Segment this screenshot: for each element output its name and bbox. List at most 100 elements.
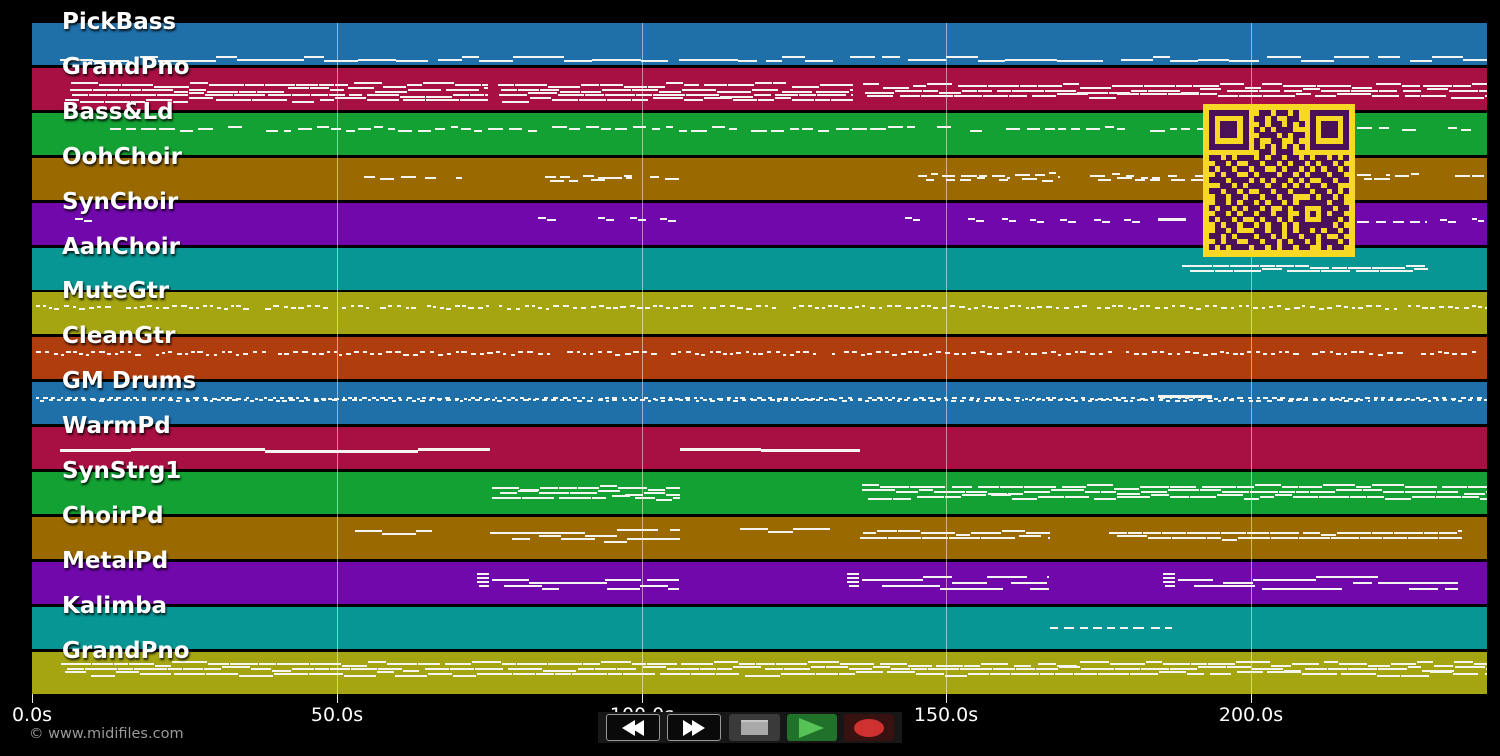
fast-forward-button[interactable]: [667, 714, 722, 741]
note-segment: [474, 129, 482, 132]
note-segment: [617, 487, 647, 489]
note-segment: [517, 490, 539, 492]
note-segment: [1289, 398, 1295, 401]
note-segment: [604, 93, 636, 96]
note-segment: [1479, 498, 1487, 500]
note-segment: [366, 93, 399, 96]
note-segment: [860, 536, 888, 539]
note-segment: [1037, 306, 1043, 309]
note-segment: [974, 587, 1003, 590]
note-segment: [1390, 397, 1393, 400]
qr-module: [1237, 194, 1243, 200]
note-segment: [834, 305, 838, 308]
qr-module: [1281, 160, 1288, 167]
note-segment: [358, 127, 372, 130]
qr-module: [1253, 216, 1260, 223]
note-segment: [1233, 269, 1261, 272]
play-button[interactable]: [786, 714, 837, 741]
note-segment: [491, 399, 495, 402]
note-segment: [1405, 398, 1411, 401]
note-segment: [245, 397, 250, 400]
qr-module: [1304, 244, 1311, 251]
note-segment: [989, 672, 1010, 675]
note-segment: [967, 308, 972, 311]
note-segment: [524, 305, 529, 308]
note-segment: [639, 528, 658, 531]
note-segment: [1143, 399, 1148, 402]
qr-module: [1231, 188, 1238, 195]
note-segment: [141, 397, 147, 400]
qr-module: [1214, 160, 1221, 167]
note-segment: [953, 94, 982, 97]
note-segment: [1225, 352, 1229, 355]
note-segment: [421, 397, 426, 400]
note-segment: [332, 399, 338, 402]
note-segment: [130, 100, 146, 103]
note-segment: [772, 307, 776, 310]
note-segment: [652, 398, 656, 401]
note-segment: [318, 353, 324, 356]
note-segment: [678, 59, 713, 61]
note-segment: [1209, 672, 1232, 675]
note-segment: [172, 660, 208, 663]
stop-button[interactable]: [728, 714, 780, 741]
note-segment: [643, 397, 649, 400]
note-segment: [1223, 397, 1228, 400]
note-segment: [1461, 496, 1479, 498]
qr-module: [1337, 210, 1344, 217]
note-segment: [259, 662, 276, 665]
qr-module: [1332, 143, 1339, 150]
note-segment: [272, 397, 276, 400]
note-segment: [928, 397, 933, 400]
note-segment: [287, 86, 309, 89]
note-segment: [1402, 128, 1416, 131]
qr-module: [1237, 177, 1243, 184]
note-segment: [1351, 351, 1357, 354]
note-segment: [1032, 94, 1057, 97]
note-segment: [1299, 536, 1330, 539]
note-segment: [1159, 670, 1187, 673]
note-segment: [146, 98, 172, 101]
note-segment: [1372, 266, 1405, 269]
qr-module: [1220, 194, 1227, 200]
note-segment: [1198, 59, 1229, 61]
note-segment: [1074, 672, 1098, 675]
note-segment: [683, 83, 699, 86]
note-segment: [1283, 578, 1316, 581]
note-segment: [355, 529, 382, 532]
note-segment: [1021, 177, 1037, 180]
note-segment: [1050, 626, 1059, 629]
rewind-button[interactable]: [606, 714, 660, 741]
note-segment: [681, 88, 717, 91]
note-segment: [474, 399, 481, 402]
qr-module: [1321, 121, 1327, 128]
note-segment: [703, 307, 707, 310]
qr-module: [1225, 188, 1232, 195]
note-segment: [1220, 82, 1244, 85]
qr-module: [1270, 132, 1277, 139]
note-segment: [686, 399, 691, 402]
qr-module: [1253, 138, 1260, 144]
note-segment: [813, 353, 817, 356]
note-segment: [1262, 307, 1266, 310]
note-segment: [371, 397, 376, 400]
note-segment: [1057, 92, 1088, 95]
note-segment: [185, 400, 191, 403]
note-segment: [1132, 220, 1140, 223]
record-button[interactable]: [844, 714, 894, 741]
note-segment: [408, 88, 441, 91]
note-segment: [471, 660, 501, 663]
note-segment: [851, 93, 853, 96]
note-segment: [309, 86, 330, 89]
note-segment: [1071, 397, 1075, 400]
note-segment: [1252, 667, 1284, 670]
note-segment: [602, 88, 631, 91]
note-segment: [680, 305, 686, 308]
note-segment: [960, 400, 964, 403]
qr-module: [1214, 210, 1221, 217]
note-segment: [334, 96, 367, 99]
note-segment: [283, 353, 289, 356]
note-segment: [1261, 82, 1283, 85]
note-segment: [90, 399, 97, 402]
qr-module: [1237, 182, 1243, 189]
